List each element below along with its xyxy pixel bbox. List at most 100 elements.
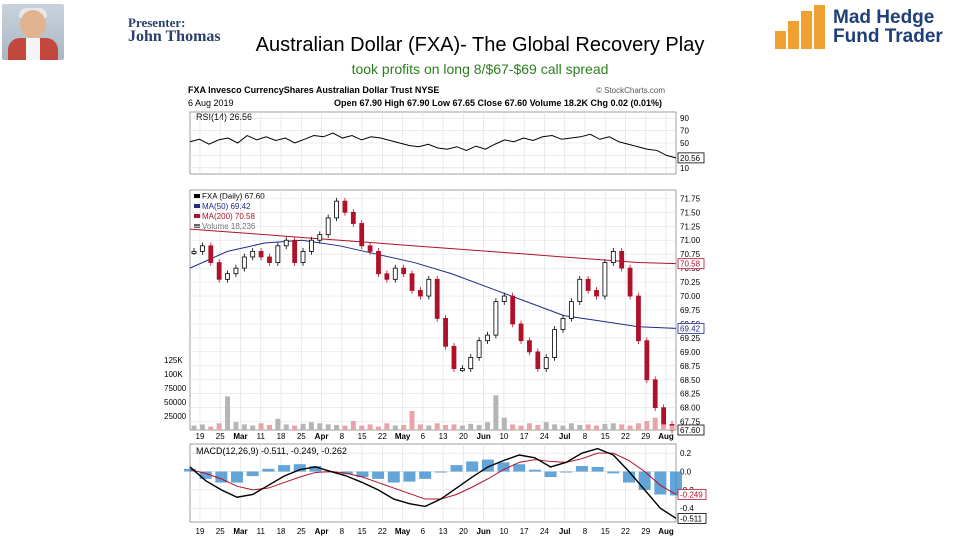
candle-body	[577, 278, 583, 303]
macd-hist-bar	[560, 471, 573, 473]
price-tick-label: 71.50	[680, 208, 701, 217]
candle-body	[325, 217, 331, 236]
x-tick-label-bottom: 8	[340, 527, 345, 536]
x-tick-label: 8	[340, 432, 345, 441]
x-tick-label-bottom: Aug	[658, 527, 674, 536]
macd-value-tag	[677, 513, 707, 524]
candle-body	[350, 211, 356, 224]
ma200-tag	[677, 258, 705, 270]
volume-bar	[501, 417, 507, 430]
candle-body	[527, 340, 532, 353]
legend-swatch	[194, 214, 200, 218]
macd-hist-bar	[246, 471, 259, 477]
volume-bar	[199, 424, 205, 430]
candle-body	[619, 250, 625, 269]
volume-bar	[216, 423, 222, 430]
x-tick-label: 20	[459, 432, 468, 441]
volume-bar	[434, 423, 440, 430]
presenter-label: Presenter:	[128, 15, 186, 30]
candle-body	[275, 245, 281, 263]
macd-hist-bar	[309, 466, 322, 472]
candle-body	[560, 317, 566, 330]
price-tick-label: 68.75	[680, 362, 701, 371]
volume-bar	[342, 425, 348, 430]
volume-bar	[568, 423, 574, 430]
x-tick-label-bottom: Jun	[477, 527, 491, 536]
price-tick-label: 68.00	[680, 404, 701, 413]
x-tick-label: 25	[216, 432, 225, 441]
candle-body	[191, 250, 197, 254]
volume-bar	[334, 424, 340, 430]
x-tick-label-bottom: 15	[601, 527, 610, 536]
x-tick-label-bottom: 29	[641, 527, 650, 536]
volume-bar	[661, 424, 667, 430]
x-tick-label-bottom: 8	[583, 527, 588, 536]
candle-body	[585, 278, 591, 291]
macd-hist-bar	[638, 471, 651, 490]
rsi-last-tag	[677, 152, 705, 164]
macd-hist-bar	[372, 471, 385, 479]
macd-tick-label: -0.4	[680, 504, 694, 513]
candle-body	[342, 200, 348, 213]
volume-bar	[292, 425, 298, 430]
price-tick-label: 69.00	[680, 348, 701, 357]
rsi-tick-label: 50	[680, 139, 689, 148]
x-tick-label-bottom: 20	[459, 527, 468, 536]
x-tick-label-bottom: 22	[378, 527, 387, 536]
x-tick-label: 11	[257, 432, 266, 441]
volume-bar	[325, 424, 331, 430]
volume-bar	[610, 423, 616, 430]
candle-body	[543, 357, 549, 370]
volume-bar	[300, 423, 306, 430]
x-tick-label: Mar	[233, 432, 247, 441]
macd-hist-bar	[450, 465, 463, 472]
ma200-line	[189, 228, 677, 265]
volume-bar	[627, 425, 633, 430]
presenter-name: John Thomas	[128, 28, 221, 45]
ma200-tag-label: 70.58	[680, 260, 701, 269]
macd-hist-bar	[466, 461, 479, 472]
macd-hist-bar	[654, 471, 667, 495]
candle-body	[208, 245, 214, 263]
volume-bar	[468, 423, 474, 430]
macd-tick-label: 0.0	[680, 468, 692, 477]
legend-entry: MA(50) 69.42	[202, 202, 251, 211]
macd-value-tag-label: -0.511	[680, 514, 703, 523]
candle-body	[434, 278, 440, 319]
volume-bar	[208, 426, 214, 430]
x-tick-label-bottom: 6	[421, 527, 426, 536]
volume-bar	[669, 425, 675, 430]
chart-header-date: 6 Aug 2019	[188, 98, 234, 108]
candle-body	[510, 295, 516, 325]
candle-body	[485, 334, 490, 342]
candle-body	[409, 273, 415, 291]
volume-bar	[476, 424, 482, 430]
logo-line1: Mad Hedge	[833, 7, 935, 28]
macd-hist-bar	[199, 471, 212, 479]
volume-tick-label: 100K	[164, 370, 183, 379]
volume-bar	[485, 422, 491, 430]
volume-bar	[552, 424, 558, 430]
volume-bar	[635, 423, 641, 430]
x-tick-label-bottom: 18	[277, 527, 286, 536]
macd-hist-bar	[607, 471, 620, 474]
candle-body	[376, 250, 381, 275]
x-tick-label-bottom: 11	[257, 527, 266, 536]
volume-bar	[409, 410, 415, 430]
volume-tick-label: 25000	[164, 412, 187, 421]
chart-watermark: © StockCharts.com	[596, 86, 665, 95]
volume-bar	[367, 424, 373, 430]
macd-hist-bar	[231, 471, 244, 483]
volume-bar	[359, 425, 365, 430]
candle-body	[451, 345, 457, 370]
candle-body	[216, 262, 222, 280]
candle-body	[384, 273, 390, 280]
macd-hist-bar	[497, 462, 510, 472]
macd-hist-bar	[387, 471, 400, 483]
volume-bar	[275, 418, 281, 430]
candle-body	[334, 200, 339, 219]
candle-body	[401, 267, 407, 275]
candle-body	[258, 250, 264, 258]
candle-body	[309, 239, 314, 252]
candle-body	[367, 245, 373, 252]
